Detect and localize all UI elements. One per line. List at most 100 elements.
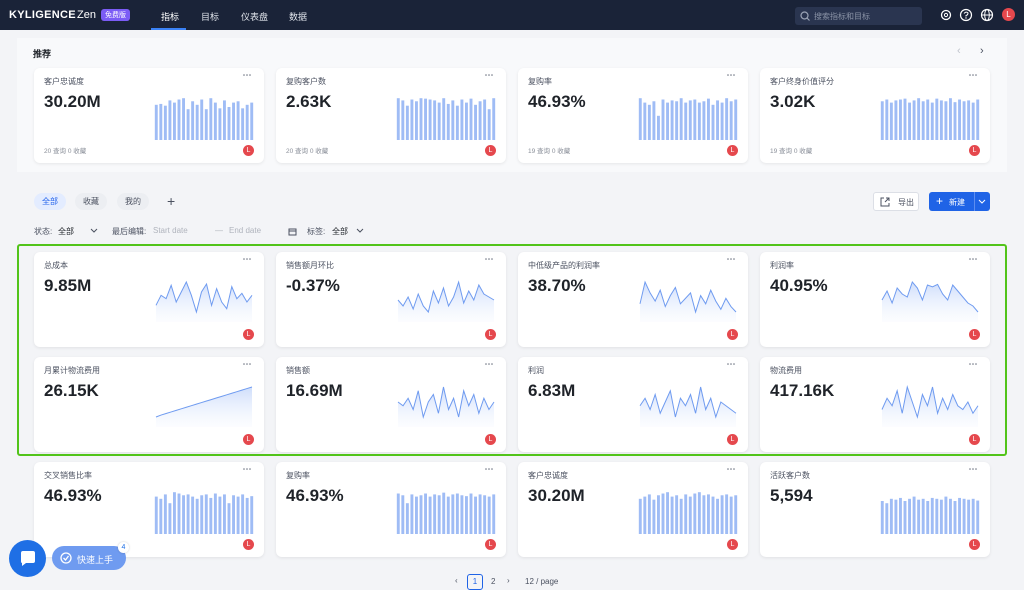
bar xyxy=(455,493,459,534)
bar xyxy=(182,495,185,534)
owner-avatar: L xyxy=(727,329,738,340)
status-value[interactable]: 全部 xyxy=(58,227,74,236)
bar xyxy=(173,102,176,140)
line xyxy=(155,280,253,314)
page-number[interactable]: 1 xyxy=(467,574,483,590)
bar xyxy=(442,98,446,140)
next-arrow[interactable]: › xyxy=(980,45,984,57)
page-number[interactable]: 2 xyxy=(491,577,496,586)
nav-tab[interactable]: 仪表盘 xyxy=(241,12,269,22)
add-tab[interactable]: + xyxy=(167,193,176,209)
nav-tab[interactable]: 目标 xyxy=(201,12,220,22)
dot xyxy=(969,468,971,470)
bar xyxy=(478,101,482,140)
filter-tab[interactable]: 全部 xyxy=(34,193,66,210)
more-menu[interactable] xyxy=(968,361,978,367)
line xyxy=(881,385,979,419)
filter-tab[interactable]: 收藏 xyxy=(75,193,107,210)
more-menu[interactable] xyxy=(484,256,494,262)
metric-card[interactable]: 活跃客户数 5,594 L xyxy=(760,462,990,557)
more-menu[interactable] xyxy=(242,361,252,367)
bar xyxy=(433,494,437,534)
metric-card[interactable]: 中低级产品的利润率 38.70% L xyxy=(518,252,748,347)
line xyxy=(397,386,495,419)
nav-tab[interactable]: 指标 xyxy=(161,12,180,22)
new-button[interactable]: + 新建 xyxy=(929,192,990,211)
more-menu[interactable] xyxy=(726,72,736,78)
sparkline xyxy=(638,492,738,534)
page-size[interactable]: 12 / page xyxy=(525,577,559,586)
metric-name: 销售额月环比 xyxy=(286,261,334,270)
dot xyxy=(485,74,487,76)
page-next[interactable]: › xyxy=(507,576,510,585)
start-date[interactable]: Start date xyxy=(153,226,188,235)
nav-tab[interactable]: 数据 xyxy=(289,12,308,22)
metric-card[interactable]: 利润 6.83M L xyxy=(518,357,748,452)
bar xyxy=(465,496,468,534)
more-menu[interactable] xyxy=(242,72,252,78)
metric-card[interactable]: 复购率 46.93% 19 查询 0 收藏 L xyxy=(518,68,748,163)
tag-value[interactable]: 全部 xyxy=(332,227,348,236)
sparkline xyxy=(880,496,980,534)
more-menu[interactable] xyxy=(726,361,736,367)
bar xyxy=(971,498,975,534)
edited-label: 最后编辑: xyxy=(112,227,147,236)
bar xyxy=(424,493,427,534)
quick-start[interactable]: 快速上手 xyxy=(52,546,126,570)
metric-name: 复购率 xyxy=(286,471,310,480)
more-menu[interactable] xyxy=(484,72,494,78)
bar xyxy=(716,498,719,534)
metric-card[interactable]: 总成本 9.85M L xyxy=(34,252,264,347)
metric-card[interactable]: 销售额 16.69M L xyxy=(276,357,506,452)
bar xyxy=(962,498,966,534)
bar xyxy=(953,102,957,140)
search-box[interactable]: 搜索指标和目标 xyxy=(795,7,922,25)
avatar[interactable]: L xyxy=(1002,8,1015,21)
bar xyxy=(177,99,181,140)
metric-card[interactable]: 客户忠诚度 30.20M 20 查询 0 收藏 L xyxy=(34,68,264,163)
bar xyxy=(908,498,911,534)
more-menu[interactable] xyxy=(242,466,252,472)
more-menu[interactable] xyxy=(968,72,978,78)
more-menu[interactable] xyxy=(242,256,252,262)
area-fill xyxy=(882,282,978,322)
more-menu[interactable] xyxy=(726,256,736,262)
bar xyxy=(410,494,414,534)
metric-card[interactable]: 复购客户数 2.63K 20 查询 0 收藏 L xyxy=(276,68,506,163)
metric-card[interactable]: 销售额月环比 -0.37% L xyxy=(276,252,506,347)
more-menu[interactable] xyxy=(968,256,978,262)
dot xyxy=(969,363,971,365)
bar xyxy=(437,102,441,140)
metric-card[interactable]: 月累计物流费用 26.15K L xyxy=(34,357,264,452)
bar xyxy=(885,503,889,534)
line xyxy=(155,386,253,418)
more-menu[interactable] xyxy=(484,361,494,367)
filter-tab[interactable]: 我的 xyxy=(117,193,149,210)
metric-card[interactable]: 客户忠诚度 30.20M L xyxy=(518,462,748,557)
page-prev[interactable]: ‹ xyxy=(455,576,458,585)
area-fill xyxy=(156,387,252,427)
metric-card[interactable]: 利润率 40.95% L xyxy=(760,252,990,347)
nav-icons[interactable] xyxy=(938,8,1000,22)
dot xyxy=(243,258,245,260)
metric-card[interactable]: 物流费用 417.16K L xyxy=(760,357,990,452)
export-button[interactable]: 导出 xyxy=(873,192,919,211)
chat-button[interactable] xyxy=(9,540,46,577)
more-menu[interactable] xyxy=(968,466,978,472)
sparkline xyxy=(396,492,496,534)
end-date[interactable]: End date xyxy=(229,226,262,235)
bar xyxy=(647,494,651,534)
metric-card[interactable]: 复购率 46.93% L xyxy=(276,462,506,557)
bar xyxy=(734,495,738,534)
more-menu[interactable] xyxy=(484,466,494,472)
metric-stats: 20 查询 0 收藏 xyxy=(286,148,329,155)
dot xyxy=(972,363,974,365)
prev-arrow[interactable]: ‹ xyxy=(957,45,961,57)
metric-card[interactable]: 交叉销售比率 46.93% L xyxy=(34,462,264,557)
dot xyxy=(246,363,248,365)
bar xyxy=(894,499,898,534)
bar xyxy=(218,496,222,534)
metric-card[interactable]: 客户终身价值评分 3.02K 19 查询 0 收藏 L xyxy=(760,68,990,163)
more-menu[interactable] xyxy=(726,466,736,472)
bar xyxy=(236,496,240,534)
